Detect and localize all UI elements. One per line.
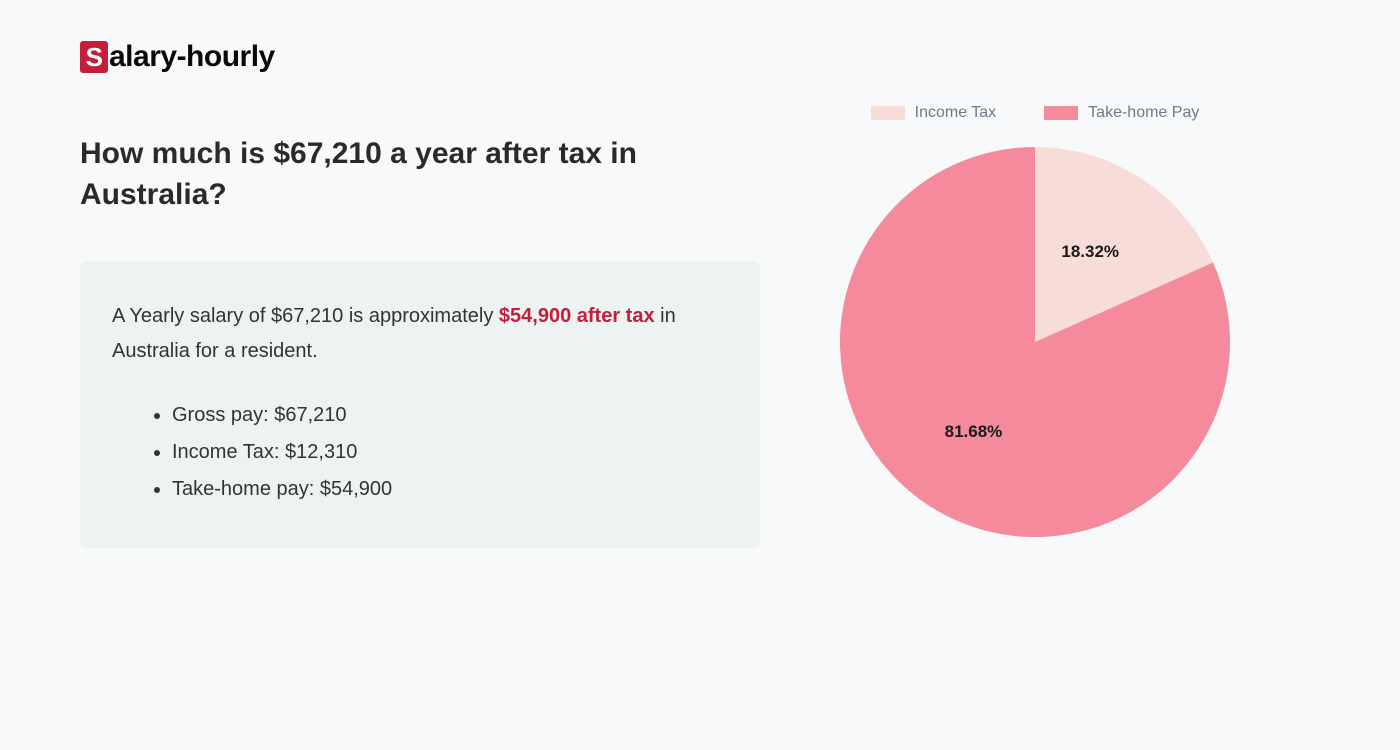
logo-text: alary-hourly <box>109 40 275 74</box>
chart-column: Income Tax Take-home Pay 18.32% 81.68% <box>820 104 1250 542</box>
summary-box: A Yearly salary of $67,210 is approximat… <box>80 261 760 548</box>
pie-label-take-home: 81.68% <box>945 422 1003 442</box>
logo-badge: S <box>80 41 108 73</box>
bullet-gross-pay: Gross pay: $67,210 <box>172 397 728 434</box>
legend-item-income-tax: Income Tax <box>871 104 997 122</box>
page-title: How much is $67,210 a year after tax in … <box>80 134 760 215</box>
legend-swatch-income-tax <box>871 106 905 120</box>
summary-lead: A Yearly salary of $67,210 is approximat… <box>112 299 728 369</box>
chart-legend: Income Tax Take-home Pay <box>820 104 1250 122</box>
main-row: How much is $67,210 a year after tax in … <box>80 134 1320 548</box>
left-column: How much is $67,210 a year after tax in … <box>80 134 760 548</box>
summary-bullets: Gross pay: $67,210 Income Tax: $12,310 T… <box>112 397 728 508</box>
summary-lead-pre: A Yearly salary of $67,210 is approximat… <box>112 305 499 327</box>
bullet-income-tax: Income Tax: $12,310 <box>172 434 728 471</box>
site-logo: Salary-hourly <box>80 40 1320 74</box>
bullet-take-home: Take-home pay: $54,900 <box>172 471 728 508</box>
pie-svg <box>835 142 1235 542</box>
legend-swatch-take-home <box>1044 106 1078 120</box>
legend-item-take-home: Take-home Pay <box>1044 104 1199 122</box>
legend-label-income-tax: Income Tax <box>915 104 997 122</box>
pie-chart: 18.32% 81.68% <box>835 142 1235 542</box>
summary-highlight: $54,900 after tax <box>499 305 655 327</box>
pie-label-income-tax: 18.32% <box>1061 242 1119 262</box>
legend-label-take-home: Take-home Pay <box>1088 104 1199 122</box>
